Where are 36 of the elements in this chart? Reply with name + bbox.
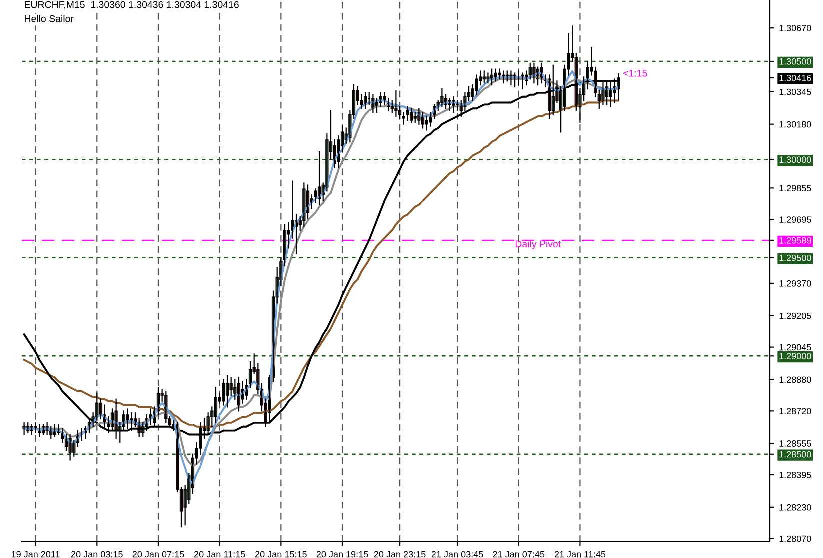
y-tick-label: 1.30180 (780, 121, 812, 128)
y-tick-label: 1.29855 (780, 185, 812, 192)
text: Hello Sailor (25, 15, 74, 22)
y-tick-label: 1.30000 (780, 156, 812, 164)
y-tick-label: 1.30670 (780, 25, 812, 32)
y-tick-label: 1.29500 (780, 254, 812, 262)
y-tick-label: 1.30500 (780, 58, 812, 65)
x-tick-label: 20 Jan 07:15 (132, 551, 184, 558)
y-tick-label: 1.30345 (780, 88, 812, 96)
x-tick-label: 19 Jan 2011 (12, 551, 60, 558)
y-tick-label: 1.28720 (780, 408, 812, 415)
annotation: <1:15 (624, 70, 648, 77)
x-tick-label: 20 Jan 19:15 (316, 551, 368, 558)
x-tick-label: 20 Jan 11:15 (194, 551, 246, 558)
y-tick-label: 1.28070 (780, 536, 812, 542)
y-tick-label: 1.30416 (780, 74, 812, 82)
ref-line-label: Daily Pivot (516, 240, 562, 250)
y-tick-label: 1.28880 (780, 376, 812, 384)
x-tick-label: 21 Jan 11:45 (554, 551, 606, 558)
y-tick-label: 1.29000 (780, 353, 812, 360)
y-tick-label: 1.28230 (780, 504, 812, 511)
x-tick-label: 20 Jan 15:15 (256, 551, 307, 558)
y-tick-label: 1.28395 (780, 472, 812, 478)
y-tick-label: 1.29370 (780, 280, 812, 287)
chart-title: EURCHF,M15 1.30360 1.30436 1.30304 1.30416 (25, 1, 239, 10)
y-tick-label: 1.29589 (780, 237, 812, 244)
y-tick-label: 1.28500 (780, 451, 812, 458)
x-tick-label: 21 Jan 03:45 (432, 551, 484, 558)
y-tick-label: 1.29695 (780, 216, 812, 223)
y-tick-label: 1.29045 (780, 344, 812, 351)
candlestick (394, 90, 398, 118)
y-tick-label: 1.28555 (780, 440, 812, 447)
x-tick-label: 20 Jan 03:15 (72, 551, 123, 558)
x-tick-label: 20 Jan 23:15 (374, 551, 426, 558)
x-tick-label: 21 Jan 07:45 (493, 551, 545, 558)
y-tick-label: 1.29205 (780, 312, 812, 320)
